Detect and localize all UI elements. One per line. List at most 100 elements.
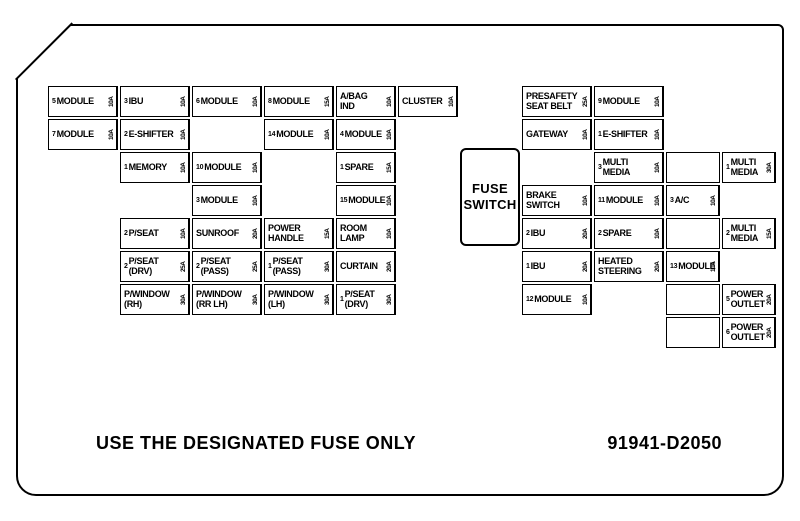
fuse-label: P/WINDOW (LH) <box>267 285 322 314</box>
fuse-cell: 3MULTI MEDIA10A <box>594 152 664 183</box>
fuse-label: 2IBU <box>525 219 580 248</box>
fuse-cell: 5POWER OUTLET20A <box>722 284 776 315</box>
fuse-cell: 11MODULE10A <box>594 185 664 216</box>
fuse-amperage: 10A <box>385 87 395 116</box>
fuse-amperage: 15A <box>385 153 395 182</box>
fuse-label: 2P/SEAT <box>123 219 178 248</box>
fuse-cell: 2P/SEAT (PASS)25A <box>192 251 262 282</box>
fuse-cell: 6POWER OUTLET20A <box>722 317 776 348</box>
fuse-amperage: 25A <box>179 252 189 281</box>
fuse-cell: 15MODULE10A <box>336 185 396 216</box>
fuse-amperage: 10A <box>581 120 591 149</box>
fuse-cell: 8MODULE15A <box>264 86 334 117</box>
fuse-amperage: 25A <box>581 87 591 116</box>
fuse-cell: 2P/SEAT (DRV)25A <box>120 251 190 282</box>
fuse-label: 8MODULE <box>267 87 322 116</box>
fuse-cell: 1SPARE15A <box>336 152 396 183</box>
fuse-cell: 2P/SEAT10A <box>120 218 190 249</box>
fuse-cell: 1IBU20A <box>522 251 592 282</box>
fuse-label: 1E-SHIFTER <box>597 120 652 149</box>
fuse-amperage: 20A <box>765 285 775 314</box>
fuse-cell <box>666 218 720 249</box>
fuse-label: 3MULTI MEDIA <box>597 153 652 182</box>
fuse-label: 1P/SEAT (DRV) <box>339 285 384 314</box>
fuse-amperage: 15A <box>765 219 775 248</box>
fuse-amperage: 20A <box>653 252 663 281</box>
fuse-cell: 2E-SHIFTER10A <box>120 119 190 150</box>
fuse-amperage: 10A <box>107 87 117 116</box>
fuse-cell: HEATED STEERING20A <box>594 251 664 282</box>
fuse-panel: 5MODULE10A3IBU10A6MODULE10A8MODULE15AA/B… <box>16 24 784 496</box>
fuse-amperage: 20A <box>765 318 775 347</box>
fuse-amperage: 10A <box>251 153 261 182</box>
fuse-cell: 3A/C10A <box>666 185 720 216</box>
fuse-label: 15MODULE <box>339 186 384 215</box>
fuse-label: 3MODULE <box>195 186 250 215</box>
fuse-label: CLUSTER <box>401 87 446 116</box>
fuse-cell: 6MODULE10A <box>192 86 262 117</box>
fuse-cell: 13MODULE10A <box>666 251 720 282</box>
fuse-cell: 2SPARE10A <box>594 218 664 249</box>
fuse-label: 4MODULE <box>339 120 384 149</box>
fuse-amperage: 30A <box>251 285 261 314</box>
fuse-switch-block: FUSESWITCH <box>460 148 520 246</box>
fuse-amperage: 10A <box>653 186 663 215</box>
fuse-amperage: 10A <box>251 186 261 215</box>
fuse-diagram-canvas: 5MODULE10A3IBU10A6MODULE10A8MODULE15AA/B… <box>0 0 800 521</box>
fuse-label: 3IBU <box>123 87 178 116</box>
fuse-cell: 5MODULE10A <box>48 86 118 117</box>
footer-instruction: USE THE DESIGNATED FUSE ONLY <box>96 433 416 454</box>
fuse-label: P/WINDOW (RR LH) <box>195 285 250 314</box>
fuse-amperage: 10A <box>385 186 395 215</box>
fuse-label: 1SPARE <box>339 153 384 182</box>
fuse-cell <box>666 152 720 183</box>
fuse-label: BRAKE SWITCH <box>525 186 580 215</box>
fuse-cell: POWER HANDLE15A <box>264 218 334 249</box>
fuse-amperage: 10A <box>653 87 663 116</box>
fuse-amperage: 10A <box>581 285 591 314</box>
fuse-label: 5POWER OUTLET <box>725 285 764 314</box>
fuse-cell: 1MEMORY10A <box>120 152 190 183</box>
fuse-cell: 9MODULE10A <box>594 86 664 117</box>
fuse-label: 1MEMORY <box>123 153 178 182</box>
fuse-cell: 1E-SHIFTER10A <box>594 119 664 150</box>
fuse-amperage: 30A <box>323 285 333 314</box>
fuse-cell: A/BAG IND10A <box>336 86 396 117</box>
fuse-label: 1IBU <box>525 252 580 281</box>
fuse-label: 12MODULE <box>525 285 580 314</box>
fuse-label: A/BAG IND <box>339 87 384 116</box>
fuse-label: 2E-SHIFTER <box>123 120 178 149</box>
fuse-label: 10MODULE <box>195 153 250 182</box>
fuse-label: 6MODULE <box>195 87 250 116</box>
fuse-label: 1P/SEAT (PASS) <box>267 252 322 281</box>
fuse-amperage: 10A <box>581 186 591 215</box>
fuse-label: 2SPARE <box>597 219 652 248</box>
fuse-cell: 2MULTI MEDIA15A <box>722 218 776 249</box>
fuse-label: 3A/C <box>669 186 708 215</box>
fuse-cell: 14MODULE10A <box>264 119 334 150</box>
fuse-amperage: 20A <box>385 252 395 281</box>
fuse-amperage: 30A <box>765 153 775 182</box>
fuse-amperage: 25A <box>251 252 261 281</box>
fuse-amperage: 20A <box>581 219 591 248</box>
fuse-label: ROOM LAMP <box>339 219 384 248</box>
fuse-amperage: 10A <box>179 153 189 182</box>
fuse-amperage: 10A <box>107 120 117 149</box>
fuse-amperage: 10A <box>653 153 663 182</box>
fuse-amperage: 10A <box>447 87 457 116</box>
fuse-cell: SUNROOF20A <box>192 218 262 249</box>
fuse-cell: P/WINDOW (RR LH)30A <box>192 284 262 315</box>
fuse-amperage: 30A <box>385 285 395 314</box>
fuse-label: 14MODULE <box>267 120 322 149</box>
fuse-amperage: 10A <box>179 219 189 248</box>
fuse-cell: P/WINDOW (RH)30A <box>120 284 190 315</box>
fuse-amperage: 20A <box>581 252 591 281</box>
fuse-cell: ROOM LAMP10A <box>336 218 396 249</box>
fuse-label: SUNROOF <box>195 219 250 248</box>
fuse-label: PRESAFETY SEAT BELT <box>525 87 580 116</box>
fuse-cell: 12MODULE10A <box>522 284 592 315</box>
fuse-label: 13MODULE <box>669 252 708 281</box>
fuse-amperage: 30A <box>179 285 189 314</box>
fuse-amperage: 20A <box>251 219 261 248</box>
fuse-cell: GATEWAY10A <box>522 119 592 150</box>
